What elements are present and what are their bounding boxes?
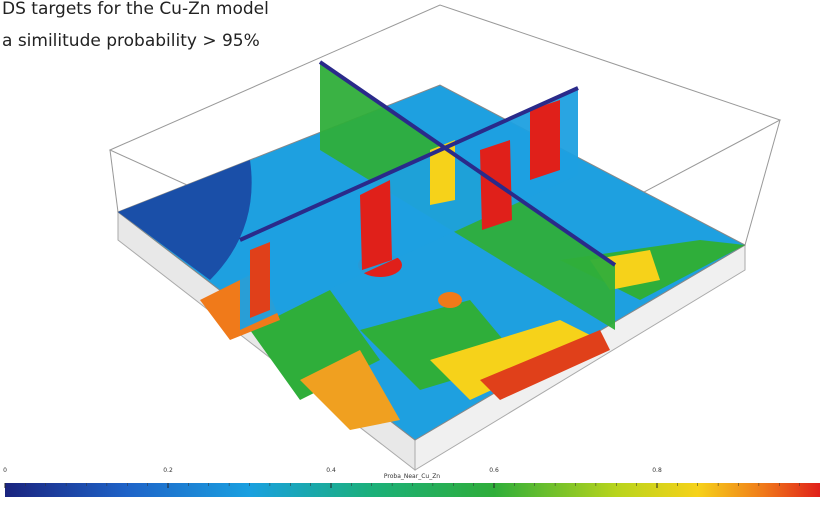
colorbar-tick-label: 0.4 bbox=[326, 467, 336, 474]
colorbar-tick-label: 0 bbox=[3, 467, 7, 474]
model-3d bbox=[110, 5, 780, 470]
caption-line: a similitude probability > 95% bbox=[2, 31, 260, 51]
figure: DS targets for the Cu-Zn model a similit… bbox=[0, 0, 824, 513]
colorbar-label: Proba_Near_Cu_Zn bbox=[384, 473, 440, 480]
colorbar-tick-label: 0.2 bbox=[163, 467, 173, 474]
colorbar-tick-label: 0.8 bbox=[652, 467, 662, 474]
caption-line: DS targets for the Cu-Zn model bbox=[2, 0, 269, 19]
colorbar-tick-label: 0.6 bbox=[489, 467, 499, 474]
